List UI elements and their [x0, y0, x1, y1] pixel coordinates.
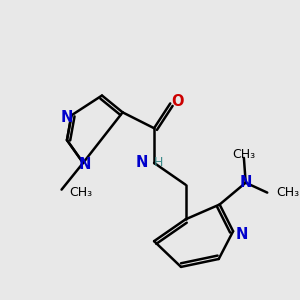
Text: N: N	[61, 110, 73, 125]
Text: CH₃: CH₃	[69, 186, 92, 199]
Text: CH₃: CH₃	[232, 148, 256, 161]
Text: N: N	[236, 227, 248, 242]
Text: H: H	[154, 156, 164, 170]
Text: N: N	[135, 155, 148, 170]
Text: O: O	[171, 94, 184, 109]
Text: N: N	[239, 175, 252, 190]
Text: CH₃: CH₃	[276, 186, 299, 199]
Text: N: N	[79, 158, 91, 172]
